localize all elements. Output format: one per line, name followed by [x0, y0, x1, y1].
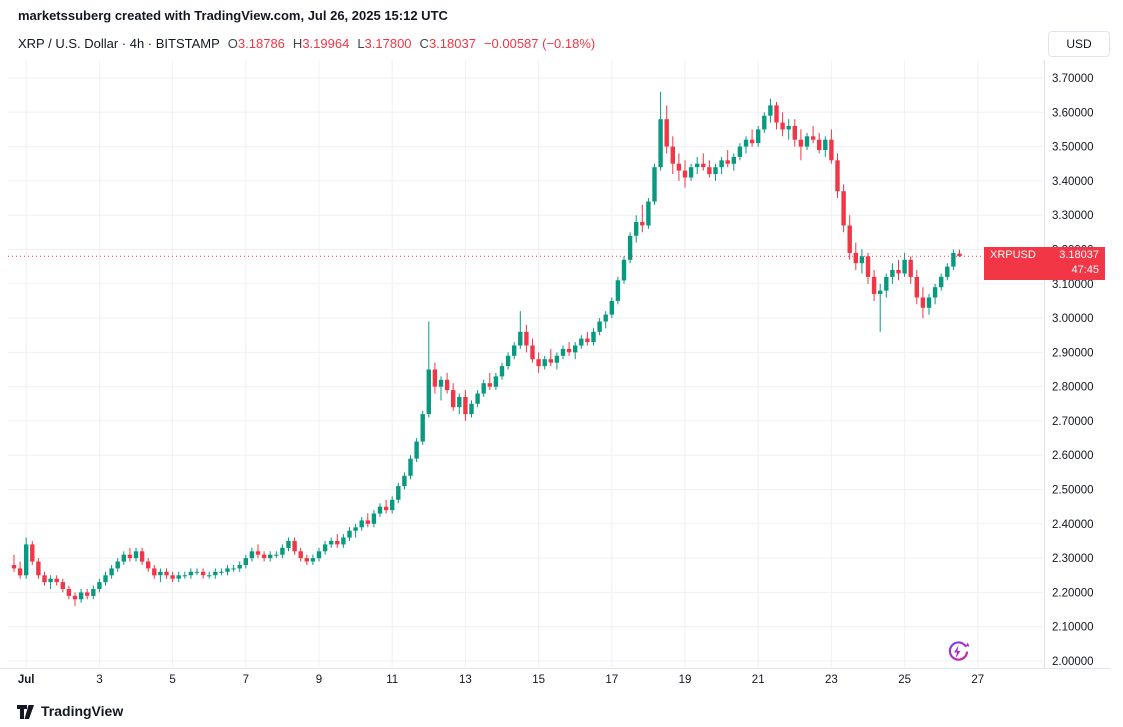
svg-text:3.10000: 3.10000 [1052, 279, 1094, 291]
spark-icon [942, 637, 972, 667]
svg-text:3.40000: 3.40000 [1052, 176, 1094, 188]
svg-text:7: 7 [243, 674, 249, 686]
svg-text:2.70000: 2.70000 [1052, 416, 1094, 428]
low-value: L3.17800 [357, 36, 412, 51]
price-change: −0.00587 (−0.18%) [483, 36, 596, 51]
svg-text:5: 5 [169, 674, 175, 686]
svg-text:2.60000: 2.60000 [1052, 450, 1094, 462]
svg-text:2.20000: 2.20000 [1052, 587, 1094, 599]
svg-text:3: 3 [96, 674, 102, 686]
svg-text:23: 23 [825, 674, 838, 686]
currency-usd-button[interactable]: USD [1048, 31, 1110, 57]
svg-text:3.50000: 3.50000 [1052, 142, 1094, 154]
symbol-title[interactable]: XRP / U.S. Dollar · 4h · BITSTAMP [18, 36, 220, 51]
svg-text:15: 15 [532, 674, 545, 686]
svg-text:27: 27 [971, 674, 984, 686]
close-value: C3.18037 [419, 36, 476, 51]
svg-text:2.00000: 2.00000 [1052, 656, 1094, 668]
svg-text:25: 25 [898, 674, 911, 686]
svg-text:2.40000: 2.40000 [1052, 519, 1094, 531]
svg-text:2.80000: 2.80000 [1052, 382, 1094, 394]
svg-text:21: 21 [752, 674, 765, 686]
svg-text:19: 19 [679, 674, 692, 686]
symbol-legend[interactable]: XRP / U.S. Dollar · 4h · BITSTAMP O3.187… [18, 36, 595, 51]
svg-text:3.60000: 3.60000 [1052, 107, 1094, 119]
footer-branding[interactable]: TradingView [16, 701, 123, 720]
high-value: H3.19964 [292, 36, 350, 51]
svg-text:2.30000: 2.30000 [1052, 553, 1094, 565]
svg-text:9: 9 [316, 674, 322, 686]
svg-text:2.90000: 2.90000 [1052, 347, 1094, 359]
tradingview-logo-icon [17, 705, 34, 719]
open-value: O3.18786 [227, 36, 285, 51]
ohlc-values: O3.18786 H3.19964 L3.17800 C3.18037 [228, 36, 476, 51]
svg-text:13: 13 [459, 674, 472, 686]
tradingview-logo-text: TradingView [41, 702, 124, 719]
svg-text:17: 17 [605, 674, 618, 686]
svg-text:3.30000: 3.30000 [1052, 210, 1094, 222]
attribution-text: marketssuberg created with TradingView.c… [18, 8, 448, 23]
svg-text:3.70000: 3.70000 [1052, 73, 1094, 85]
svg-text:Jul: Jul [18, 674, 35, 686]
last-price-badge: XRPUSD 3.18037 47:45 [984, 247, 1105, 280]
badge-symbol: XRPUSD [990, 249, 1036, 261]
svg-text:2.10000: 2.10000 [1052, 622, 1094, 634]
badge-price: 3.18037 [1059, 249, 1099, 261]
svg-text:3.00000: 3.00000 [1052, 313, 1094, 325]
svg-text:2.50000: 2.50000 [1052, 485, 1094, 497]
badge-countdown: 47:45 [1071, 264, 1099, 276]
svg-text:11: 11 [386, 674, 398, 686]
